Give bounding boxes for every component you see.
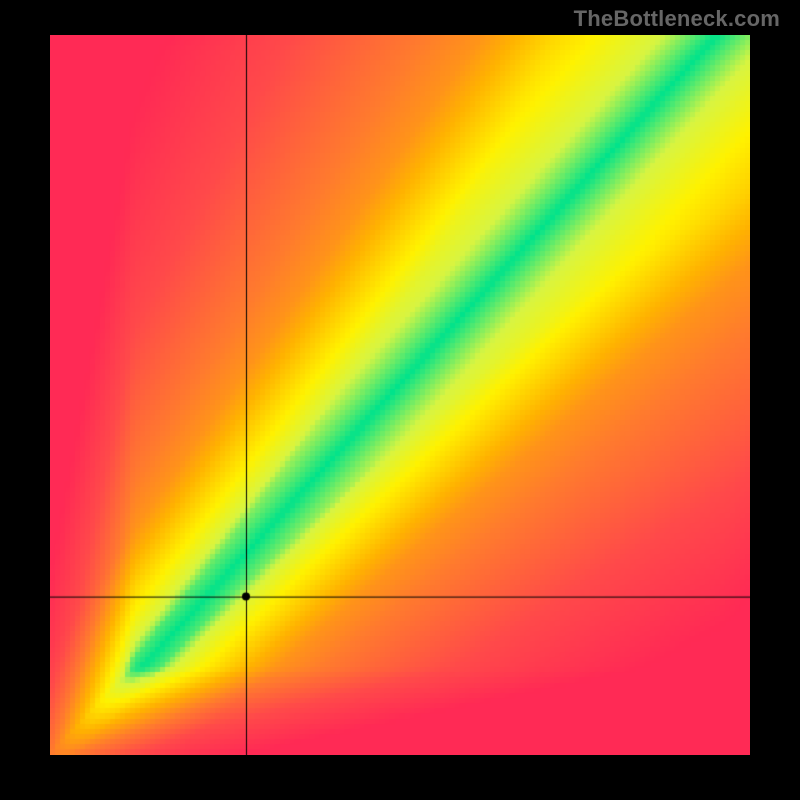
chart-container: TheBottleneck.com [0, 0, 800, 800]
watermark-text: TheBottleneck.com [574, 6, 780, 32]
bottleneck-heatmap [50, 35, 750, 755]
